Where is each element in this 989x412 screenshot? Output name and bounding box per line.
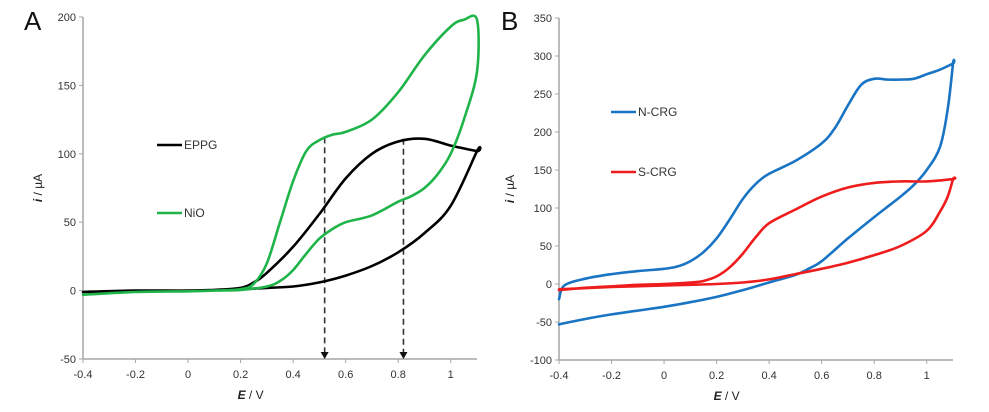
y-tick-label: 50 (64, 217, 76, 229)
y-tick-label: 250 (534, 89, 552, 101)
series-line-s-crg (557, 176, 957, 292)
y-tick-label: 200 (58, 12, 76, 24)
y-tick-label: 100 (58, 149, 76, 161)
y-axis-title-variable: i (503, 199, 517, 203)
x-tick-label: 1 (448, 369, 454, 381)
x-tick-label: 0 (661, 370, 667, 382)
y-tick-label: -100 (530, 355, 552, 367)
panel-b: B -100 -50 0 50 100 150 200 250 300 350 -0.4 -0.2 0 0… (501, 6, 957, 403)
series-line-n-crg (557, 58, 956, 326)
legend-label-s-crg: S-CRG (638, 165, 677, 179)
x-tick-label: -0.2 (602, 370, 621, 382)
x-tick-label: 0 (185, 369, 191, 381)
x-tick-label: -0.4 (550, 370, 569, 382)
x-tick-label: -0.2 (126, 369, 145, 381)
panel-letter-a: A (24, 6, 42, 36)
legend-label-n-crg: N-CRG (638, 105, 677, 119)
y-tick-label: -50 (60, 354, 76, 366)
y-tick-label: -50 (536, 317, 552, 329)
x-axis-title: E / V (714, 389, 740, 403)
x-tick-label: 0.4 (285, 369, 300, 381)
y-axis-title-unit: / µA (31, 174, 45, 199)
legend-label-eppg: EPPG (184, 138, 217, 152)
y-tick-label: 200 (534, 127, 552, 139)
x-axis-title-variable: E (714, 389, 723, 403)
y-tick-label: 150 (534, 165, 552, 177)
x-tick-label: 0.6 (814, 370, 829, 382)
y-axis-title: i / µA (503, 175, 517, 203)
x-tick-label: 0.6 (338, 369, 353, 381)
x-axis-title-unit: / V (246, 388, 264, 402)
x-tick-label: 0.8 (391, 369, 406, 381)
y-tick-label: 100 (534, 203, 552, 215)
arrow-down-icon (399, 352, 408, 359)
x-axis-title-unit: / V (722, 389, 740, 403)
y-axis-title-unit: / µA (503, 175, 517, 200)
series-line-nio (81, 14, 480, 296)
y-tick-label: 0 (546, 279, 552, 291)
x-tick-label: 0.2 (709, 370, 724, 382)
panel-a: A -50 0 50 100 150 200 -0.4 -0.2 0 0.2 0.4 0.6 0.8 1 E… (24, 6, 482, 402)
arrow-down-icon (320, 352, 329, 359)
x-tick-label: 1 (924, 370, 930, 382)
y-tick-label: 150 (58, 80, 76, 92)
legend-label-nio: NiO (184, 206, 205, 220)
x-axis-title: E / V (238, 388, 264, 402)
x-tick-label: -0.4 (74, 369, 93, 381)
x-tick-label: 0.4 (761, 370, 776, 382)
y-tick-label: 300 (534, 51, 552, 63)
y-tick-label: 350 (534, 13, 552, 25)
x-axis-title-variable: E (238, 388, 247, 402)
y-tick-label: 0 (70, 286, 76, 298)
panel-letter-b: B (501, 6, 518, 36)
x-tick-label: 0.8 (867, 370, 882, 382)
y-axis-title: i / µA (31, 174, 45, 202)
y-axis-title-variable: i (31, 198, 45, 202)
x-tick-label: 0.2 (233, 369, 248, 381)
y-tick-label: 50 (540, 241, 552, 253)
